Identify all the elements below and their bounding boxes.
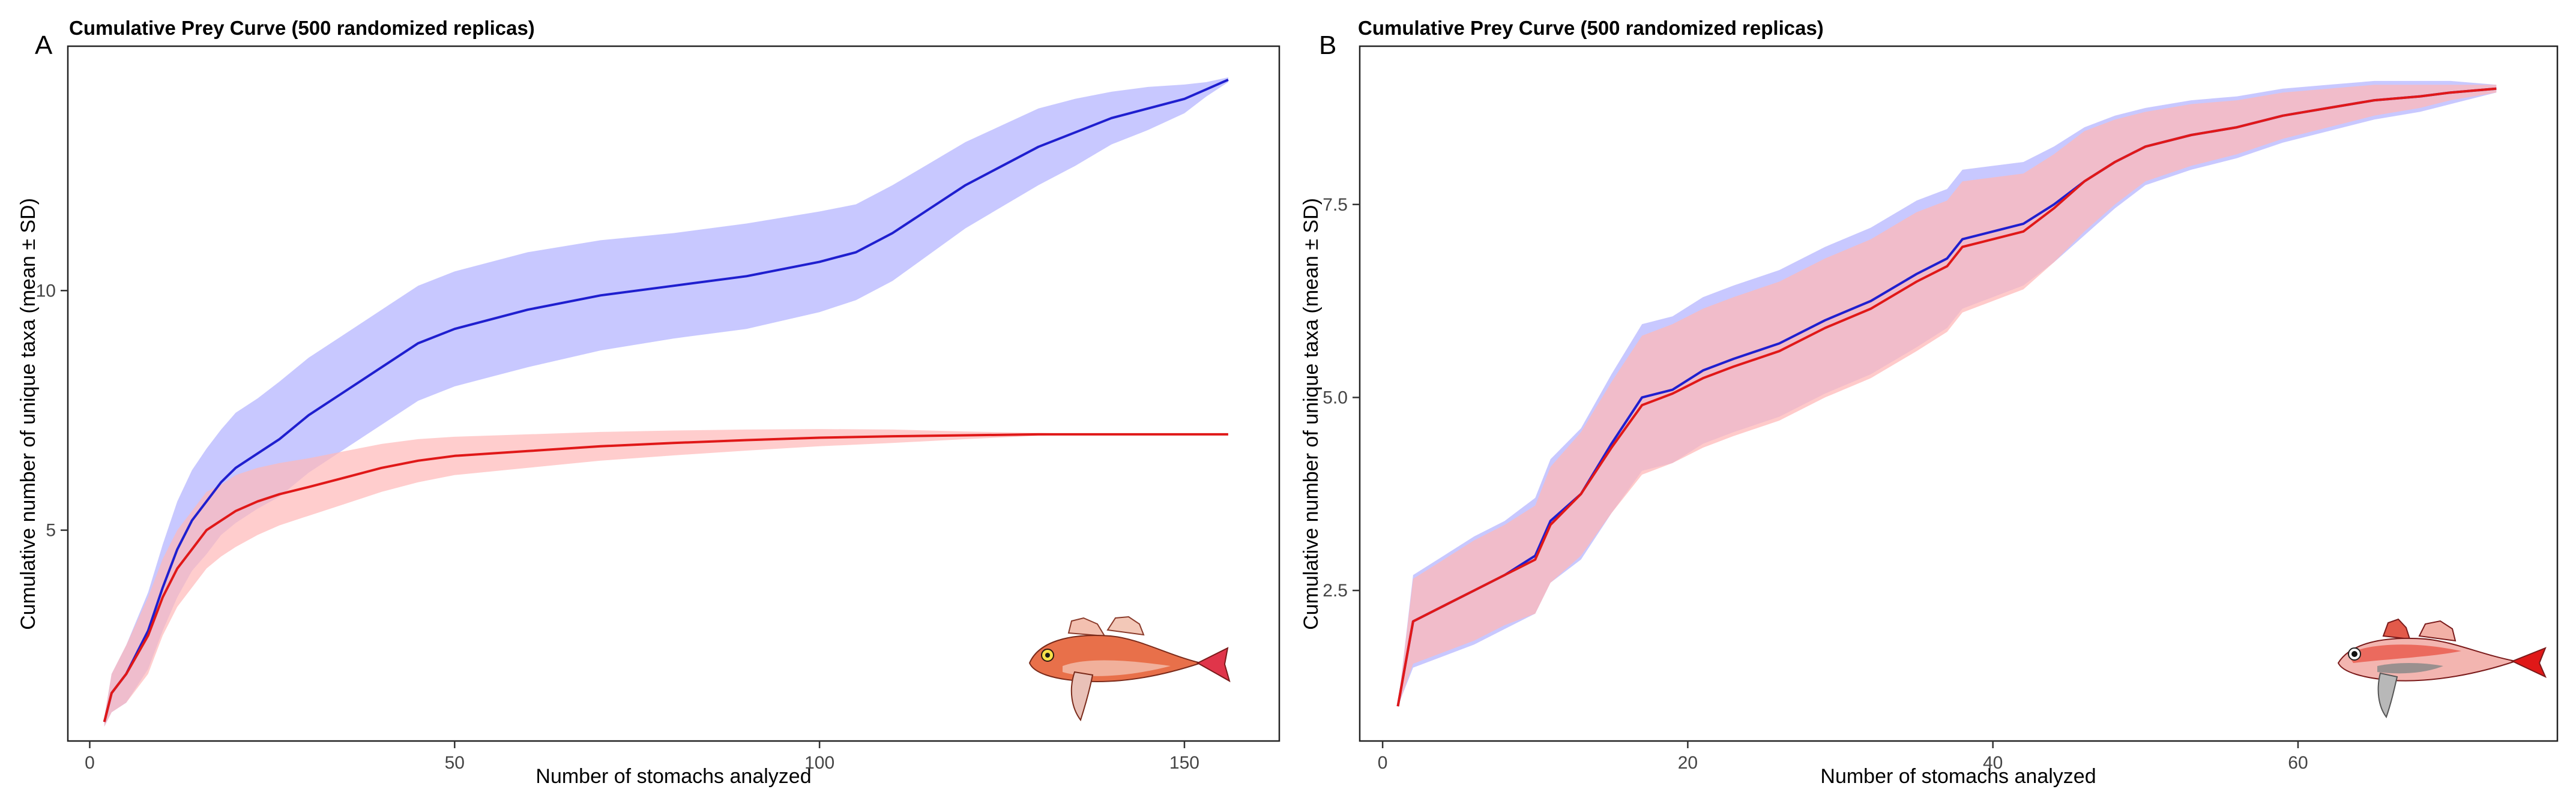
panel-a-y-tick-label: 10 <box>36 281 56 301</box>
panel-a-x-tick-label: 100 <box>804 753 834 773</box>
panel-b-x-tick-label: 20 <box>1678 753 1698 773</box>
panel-b-red-mean-line <box>1396 87 2497 707</box>
panel-a-x-tick-label: 0 <box>85 753 95 773</box>
panel-b: Cumulative Prey Curve (500 randomized re… <box>1300 17 2559 788</box>
panel-a-x-tick-label: 150 <box>1169 753 1199 773</box>
panel-b-ylabel: Cumulative number of unique taxa (mean ±… <box>1300 198 1323 630</box>
panel-a-ylabel: Cumulative number of unique taxa (mean ±… <box>17 198 40 630</box>
panel-a-plot: 0 50 100 150 5 10 <box>36 45 1280 773</box>
panel-b-y-tick-label: 5.0 <box>1323 388 1348 407</box>
fish-illustration-b <box>2337 618 2547 719</box>
panel-a-x-tick-label: 50 <box>445 753 465 773</box>
panel-a-red-sd-band <box>104 429 1228 727</box>
panel-b-blue-sd-band <box>1398 80 2497 707</box>
panel-b-letter: B <box>1319 31 1336 60</box>
panel-b-xlabel: Number of stomachs analyzed <box>1820 765 2096 788</box>
panel-a-frame <box>67 45 1280 742</box>
panel-a-title: Cumulative Prey Curve (500 randomized re… <box>69 17 535 39</box>
panel-b-x-tick-label: 0 <box>1378 753 1388 773</box>
panel-b-blue-mean-line <box>1396 87 2497 707</box>
panel-b-red-sd-band <box>1398 85 2497 707</box>
panel-a-xlabel: Number of stomachs analyzed <box>535 765 811 788</box>
panel-a-y-tick-label: 5 <box>46 521 56 541</box>
panel-b-y-tick-label: 2.5 <box>1323 581 1348 601</box>
panel-b-title: Cumulative Prey Curve (500 randomized re… <box>1358 17 1824 39</box>
panel-a-red-mean-line <box>103 433 1228 722</box>
panel-b-plot: 0 20 40 60 2.5 5.0 7.5 <box>1323 45 2559 773</box>
panel-a-blue-sd-band <box>104 77 1228 727</box>
panel-b-x-tick-label: 40 <box>1983 753 2003 773</box>
panel-a-blue-mean-line <box>103 79 1229 722</box>
fish-illustration-a <box>1028 616 1231 722</box>
panel-a-letter: A <box>35 31 53 60</box>
panel-a: Cumulative Prey Curve (500 randomized re… <box>17 17 1280 788</box>
panel-b-x-tick-label: 60 <box>2288 753 2308 773</box>
panel-b-y-tick-label: 7.5 <box>1323 195 1348 215</box>
panel-b-frame <box>1359 45 2559 742</box>
